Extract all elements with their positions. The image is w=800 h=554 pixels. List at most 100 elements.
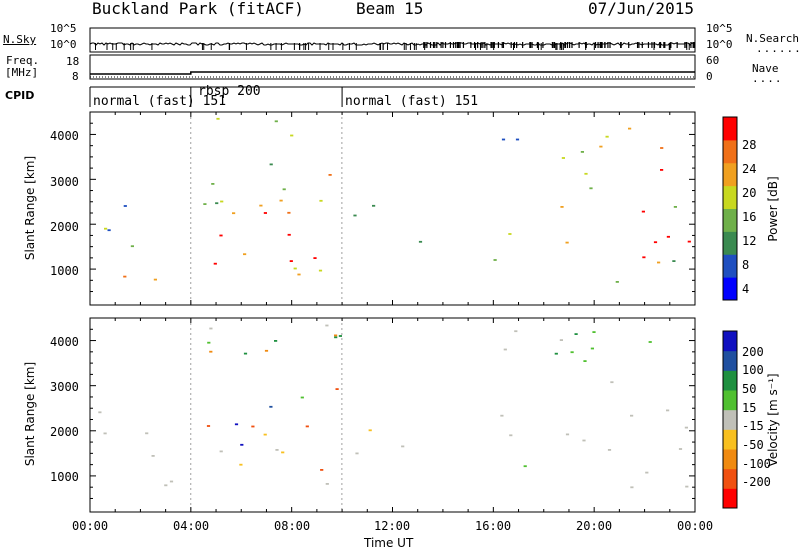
velocity-echo-cell [219, 450, 223, 453]
xtick-label-6: 00:00 [677, 519, 714, 533]
noise-left-tick-bottom: 10^0 [50, 38, 77, 51]
velocity-echo-cell [263, 433, 267, 436]
freq-tick-top: 18 [66, 55, 80, 68]
velocity-echo-cell [325, 483, 329, 485]
power-colorbar [722, 116, 738, 301]
pcb-tick-20: 20 [742, 186, 757, 200]
power-colorbar-label: Power [dB] [766, 176, 780, 242]
noise-left-tick-top: 10^5 [50, 22, 77, 35]
vcb-tick-15: 15 [742, 401, 757, 415]
velocity-echo-cell [666, 409, 670, 412]
power-ytick-3000: 3000 [50, 175, 79, 189]
velocity-echo-cell [206, 425, 211, 427]
power-echo-cell [123, 275, 127, 278]
velocity-echo-cell [607, 449, 612, 451]
velocity-echo-cell [630, 486, 634, 489]
power-echo-cell [561, 157, 565, 159]
velocity-echo-cell [251, 425, 255, 428]
date-label: 07/Jun/2015 [588, 0, 694, 18]
power-colorbar-segment [723, 139, 737, 164]
velocity-echo-cell [325, 324, 329, 327]
power-echo-cell [508, 233, 512, 235]
freq-label-top: Freq. [6, 54, 40, 67]
power-ylabel: Slant Range [km] [23, 155, 37, 261]
power-echo-cell [328, 174, 332, 176]
power-echo-cell [203, 203, 207, 205]
velocity-echo-cell [240, 443, 244, 446]
velocity-echo-cell [685, 485, 689, 488]
velocity-echo-cell [590, 347, 594, 350]
velocity-colorbar [722, 330, 738, 509]
power-echo-cell [274, 120, 278, 123]
velocity-echo-cell [164, 484, 168, 487]
velocity-echo-cell [514, 330, 518, 333]
noise-search-label: N.Search [746, 32, 799, 45]
power-echo-cell [318, 269, 323, 272]
velocity-colorbar-segment [723, 449, 737, 470]
velocity-echo-cell [151, 455, 155, 457]
noise-right-tick-top: 10^5 [706, 22, 733, 35]
power-echo-cell [580, 151, 584, 153]
vel-ytick-4000: 4000 [50, 335, 79, 349]
power-echo-cell [287, 211, 291, 214]
velocity-echo-cell [554, 352, 558, 355]
power-echo-cell [107, 229, 111, 232]
power-echo-cell [599, 145, 603, 148]
velocity-echo-cell [334, 334, 338, 337]
velocity-echo-cell [355, 452, 359, 455]
power-echo-cell [130, 245, 134, 248]
power-echo-cell [220, 200, 224, 203]
vel-ytick-3000: 3000 [50, 380, 79, 394]
velocity-echo-cell [209, 327, 213, 330]
velocity-colorbar-segment [723, 488, 737, 509]
freq-label-bottom: [MHz] [5, 66, 39, 79]
pcb-tick-24: 24 [742, 162, 757, 176]
velocity-echo-cell [234, 423, 239, 426]
power-colorbar-segment [723, 277, 737, 301]
power-echo-cell [628, 127, 632, 130]
cpid-panel [89, 86, 695, 107]
nave-tick-top: 60 [706, 54, 720, 67]
freq-tick-bottom: 8 [72, 70, 79, 83]
cpid-segment-2: rbsp 200 [198, 84, 261, 99]
power-ytick-4000: 4000 [50, 129, 79, 143]
velocity-echo-cell [610, 381, 614, 384]
xtick-label-3: 12:00 [374, 519, 411, 533]
power-echo-cell [297, 273, 301, 276]
velocity-echo-cell [169, 480, 174, 483]
velocity-echo-cell [559, 339, 563, 341]
noise-search-legend: ....... [756, 42, 800, 55]
power-echo-cell [589, 187, 593, 190]
power-colorbar-segment [723, 208, 737, 232]
vcb-tick-50: 50 [742, 382, 757, 396]
power-echo-cell [215, 202, 219, 205]
velocity-echo-cell [582, 439, 586, 442]
velocity-echo-cell [264, 349, 269, 352]
power-echo-cell [319, 199, 323, 202]
power-colorbar-segment [723, 231, 737, 255]
x-axis-title: Time UT [364, 536, 414, 550]
velocity-echo-cell [583, 360, 587, 362]
velocity-echo-cell [574, 333, 578, 335]
velocity-colorbar-label: Velocity [m s⁻¹] [766, 373, 780, 467]
velocity-colorbar-segment [723, 409, 737, 430]
power-ytick-2000: 2000 [50, 220, 79, 234]
velocity-echo-cell [335, 388, 339, 390]
power-echo-cell [687, 240, 691, 243]
velocity-echo-cell [523, 465, 527, 468]
velocity-echo-cell [648, 341, 652, 343]
power-echo-cell [211, 183, 215, 185]
power-echo-cell [279, 199, 283, 202]
vcb-tick-200: 200 [742, 345, 764, 359]
pcb-tick-4: 4 [742, 282, 750, 296]
site-title: Buckland Park (fitACF) [92, 0, 304, 18]
velocity-echo-cell [684, 426, 688, 429]
velocity-colorbar-segment [723, 350, 737, 371]
velocity-panel [89, 317, 696, 513]
xtick-label-2: 08:00 [274, 519, 311, 533]
velocity-colorbar-segment [723, 390, 737, 411]
vcb-tick-neg100: -100 [742, 457, 771, 471]
power-echo-cell [104, 227, 108, 230]
power-colorbar-segment [723, 185, 737, 209]
